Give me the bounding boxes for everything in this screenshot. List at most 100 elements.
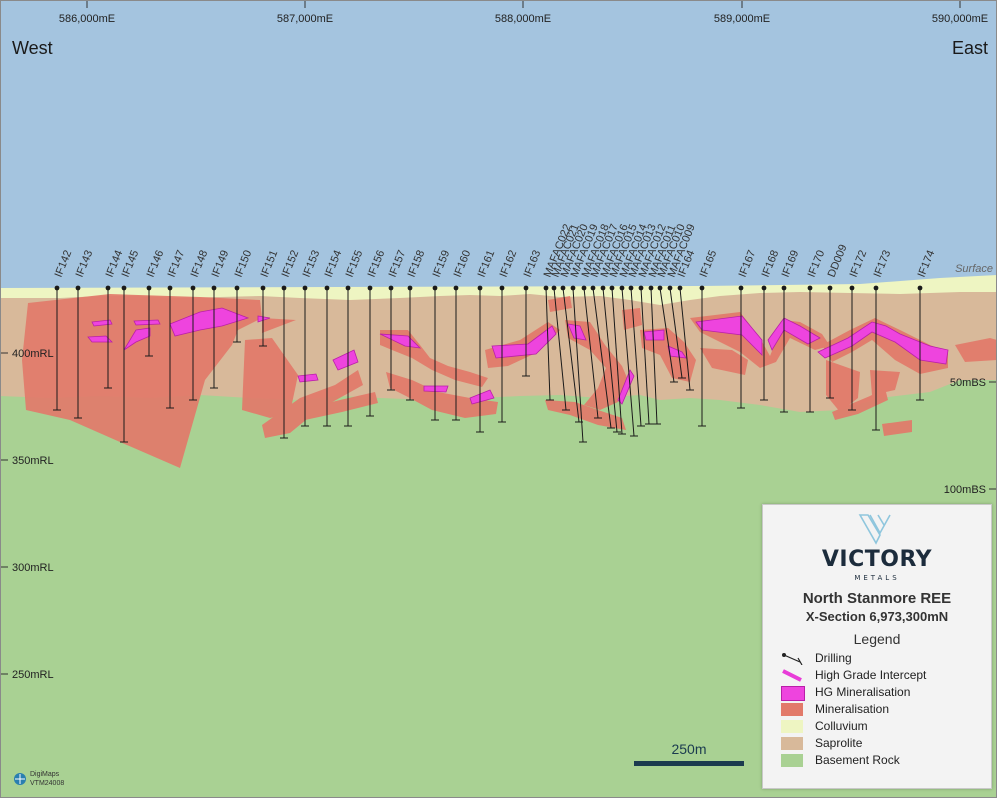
drillhole-collar [781, 285, 787, 291]
drillhole-collar [211, 285, 217, 291]
hg-intercept-swatch-icon [782, 669, 802, 682]
drillhole-trace [545, 287, 551, 401]
victory-logo-icon [858, 514, 891, 545]
drillhole-collar [827, 285, 833, 291]
drillhole-collar [388, 285, 394, 291]
drillhole-collar [570, 285, 576, 291]
legend-swatch [781, 737, 803, 750]
drillhole-collar [146, 285, 152, 291]
surface-label: Surface [955, 263, 993, 275]
drilling-swatch-icon [782, 653, 803, 665]
drillhole-collar [260, 285, 266, 291]
drillhole-collar [75, 285, 81, 291]
drillhole-trace [640, 287, 650, 425]
sky [0, 0, 997, 288]
scale-bar-label: 250m [671, 741, 706, 757]
drillhole-collar [873, 285, 879, 291]
drillhole-collar [609, 285, 615, 291]
depth-label: 100mBS [944, 484, 986, 496]
legend-swatch [781, 703, 803, 716]
drillhole-collar [324, 285, 330, 291]
scale-bar: 250m [634, 741, 744, 766]
legend-subtitle: X-Section 6,973,300mN [805, 609, 949, 624]
drillhole-collar [367, 285, 373, 291]
legend-item-label: HG Mineralisation [815, 685, 911, 699]
credit-line2: VTM24008 [30, 780, 64, 787]
legend-swatch [781, 686, 805, 701]
credit-line1: DigiMaps [30, 771, 60, 778]
easting-label: 590,000mE [932, 13, 988, 25]
drillhole-collar [581, 285, 587, 291]
drillhole-collar [281, 285, 287, 291]
legend-heading: Legend [853, 631, 901, 647]
easting-label: 587,000mE [277, 13, 333, 25]
drillhole-collar [807, 285, 813, 291]
drillhole-collar [432, 285, 438, 291]
drillhole-trace [602, 287, 618, 433]
drillhole-trace [679, 287, 691, 391]
drillhole-collar [619, 285, 625, 291]
drillhole-collar [105, 285, 111, 291]
drillhole-collar [667, 285, 673, 291]
easting-label: 589,000mE [714, 13, 770, 25]
depth-axis: 50mBS 100mBS [944, 377, 997, 496]
credit: DigiMaps VTM24008 [14, 771, 64, 787]
drillhole-trace [592, 287, 612, 429]
legend-item-label: Basement Rock [815, 753, 900, 767]
easting-label: 588,000mE [495, 13, 551, 25]
drillhole-collar [657, 285, 663, 291]
drillhole-collar [761, 285, 767, 291]
drillhole-collar [917, 285, 923, 291]
drillhole-collar [638, 285, 644, 291]
drillhole-collar [453, 285, 459, 291]
drillhole-collar [600, 285, 606, 291]
drillhole-collar [167, 285, 173, 291]
drillhole-collar [849, 285, 855, 291]
drillhole-collar [499, 285, 505, 291]
rl-label: 300mRL [12, 562, 54, 574]
drillhole-collar [560, 285, 566, 291]
rl-label: 400mRL [12, 348, 54, 360]
east-label: East [952, 38, 988, 58]
legend-item-label: Drilling [815, 651, 852, 665]
hg-mineralisation [87, 307, 949, 405]
ground-surface [0, 275, 997, 292]
drillhole-collar [345, 285, 351, 291]
drillhole-collar [523, 285, 529, 291]
legend-title: North Stanmore REE [802, 590, 952, 607]
drillhole-collar [121, 285, 127, 291]
west-label: West [12, 38, 53, 58]
drillhole-collar [190, 285, 196, 291]
legend-item-label: Mineralisation [815, 702, 890, 716]
drillhole-collar [677, 285, 683, 291]
logo-wordmark: VICTORY [821, 547, 933, 572]
legend-swatch [781, 754, 803, 767]
drillhole-trace [611, 287, 623, 435]
drillhole-collar [648, 285, 654, 291]
legend-panel: VICTORY METALS North Stanmore REE X-Sect… [762, 504, 992, 789]
drillhole-trace [572, 287, 584, 443]
drillhole-collar [234, 285, 240, 291]
drillhole-collar [407, 285, 413, 291]
mineralisation-bodies [22, 294, 997, 468]
drillhole-collar [628, 285, 634, 291]
drillhole-collar [738, 285, 744, 291]
drillhole-collar [551, 285, 557, 291]
rl-label: 250mRL [12, 669, 54, 681]
legend-item-label: Colluvium [815, 719, 868, 733]
drillhole-collar [543, 285, 549, 291]
legend-item-label: Saprolite [815, 736, 863, 750]
depth-label: 50mBS [950, 377, 986, 389]
rl-axis: 400mRL 350mRL 300mRL 250mRL [0, 348, 54, 681]
drillhole-collar [590, 285, 596, 291]
easting-axis: 586,000mE 587,000mE 588,000mE 589,000mE … [59, 0, 988, 25]
easting-label: 586,000mE [59, 13, 115, 25]
drillhole-trace [630, 287, 642, 427]
rl-label: 350mRL [12, 455, 54, 467]
legend-swatch [781, 720, 803, 733]
drillhole-trace [650, 287, 658, 425]
drillhole-trace [553, 287, 567, 411]
drillhole-collar [477, 285, 483, 291]
